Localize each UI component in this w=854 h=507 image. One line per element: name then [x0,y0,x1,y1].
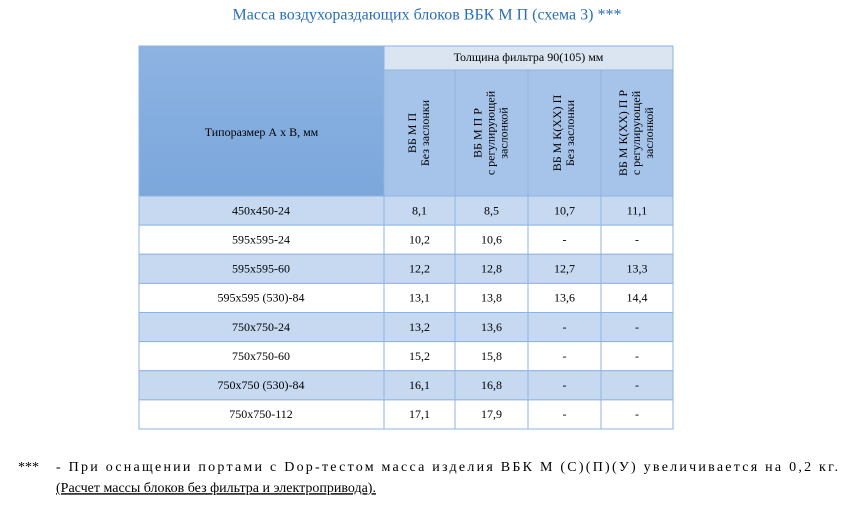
row-label: 595x595 (530)-84 [218,291,305,305]
column-header-line: Без заслонки [563,99,577,166]
cell [527,312,602,343]
cell-value: 13,6 [481,320,502,334]
cell-value: 10,2 [409,232,430,246]
column-header: ВБ М ПБез заслонки [405,99,432,166]
cell-value: 14,4 [627,291,648,305]
cell-value: 8,5 [484,203,499,217]
cell [454,341,529,372]
cell [383,341,456,372]
cell [454,195,529,226]
column-header-line: ВБ М П [405,113,419,154]
cell-value: - [563,407,567,421]
cell-value: 13,6 [554,291,575,305]
cell [527,224,602,255]
cell-value: 10,7 [554,203,575,217]
column-header-line: с регулирующей [483,90,497,175]
cell-value: 12,8 [481,262,502,276]
cell-value: 10,6 [481,232,502,246]
cell [138,195,385,226]
cell-value: - [635,320,639,334]
header-cell [527,69,602,197]
cell-value: - [635,349,639,363]
column-header: ВБ М К(ХХ) П Рс регулирующейзаслонкой [616,90,656,177]
cell [600,253,674,284]
cell [600,195,674,226]
footnote-text: - При оснащении портами с Dop-тестом мас… [56,460,838,475]
cell-value: 11,1 [627,203,648,217]
cell-value: 15,8 [481,349,502,363]
cell [600,224,674,255]
column-header-line: Без заслонки [418,99,432,166]
cell-value: 15,2 [409,349,430,363]
column-header-line: заслонкой [496,107,510,159]
row-label: 750x750-24 [232,320,290,334]
table: Типоразмер А x В, мм Толщина фильтра 90(1… [138,45,674,430]
cell-value: - [563,232,567,246]
cell-value: 17,1 [409,407,430,421]
cell [138,399,385,430]
cell [600,282,674,313]
cell-value: 13,3 [627,262,648,276]
cell-value: 8,1 [412,203,427,217]
title: Масса воздухораздающих блоков ВБК М П (с… [233,7,622,24]
row-label: 750x750-60 [232,349,290,363]
cell [383,253,456,284]
cell [383,399,456,430]
header-cell [383,45,674,71]
cell [600,341,674,372]
corner-header: Типоразмер А x В, мм [205,125,319,139]
cell-value: 13,8 [481,291,502,305]
cell-value: 13,1 [409,291,430,305]
row-label: 595x595-60 [232,262,290,276]
cell-value: - [563,349,567,363]
footnote-marker: *** [18,460,39,475]
cell [383,195,456,226]
header-cell [383,69,456,197]
column-header-line: ВБ М П Р [470,108,484,158]
footnote-note: (Расчет массы блоков без фильтра и элект… [56,481,376,496]
column-header: ВБ М П Рс регулирующейзаслонкой [470,90,510,175]
column-header-line: заслонкой [642,107,656,159]
cell-value: 16,8 [481,378,502,392]
cell [138,253,385,284]
header-cell [454,69,529,197]
group-header: Толщина фильтра 90(105) мм [454,50,604,64]
cell-value: 16,1 [409,378,430,392]
cell-value: 12,2 [409,262,430,276]
cell [600,399,674,430]
cell [454,399,529,430]
cell-value: 12,7 [554,262,575,276]
header-cell [138,45,385,197]
cell-value: 13,2 [409,320,430,334]
column-header: ВБ М К(ХХ) ПБез заслонки [550,94,577,171]
cell [527,282,602,313]
cell [454,253,529,284]
cell-value: - [635,378,639,392]
row-label: 450x450-24 [232,203,290,217]
row-label: 750x750 (530)-84 [218,378,305,392]
cell [600,312,674,343]
column-header-line: ВБ М К(ХХ) П Р [616,90,630,177]
header-cell [600,69,674,197]
cell-value: 17,9 [481,407,502,421]
cell [454,282,529,313]
column-header-line: ВБ М К(ХХ) П [550,94,564,171]
cell [383,224,456,255]
cell-value: - [635,232,639,246]
cell-value: - [563,378,567,392]
cell-value: - [563,320,567,334]
cell [138,282,385,313]
row-label: 750x750-112 [229,407,293,421]
row-label: 595x595-24 [232,232,290,246]
cell-value: - [635,407,639,421]
cell [138,341,385,372]
column-header-line: с регулирующей [629,90,643,175]
cell [527,399,602,430]
cell [383,312,456,343]
cell [138,312,385,343]
